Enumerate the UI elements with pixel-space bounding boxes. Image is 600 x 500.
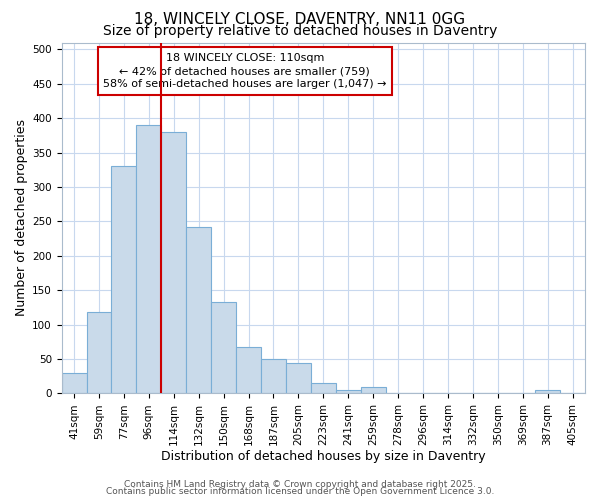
- Text: Contains HM Land Registry data © Crown copyright and database right 2025.: Contains HM Land Registry data © Crown c…: [124, 480, 476, 489]
- Bar: [311, 383, 336, 394]
- Bar: [261, 359, 286, 394]
- Bar: [211, 302, 236, 394]
- Bar: [86, 312, 112, 394]
- Y-axis label: Number of detached properties: Number of detached properties: [15, 120, 28, 316]
- Bar: [136, 125, 161, 394]
- X-axis label: Distribution of detached houses by size in Daventry: Distribution of detached houses by size …: [161, 450, 485, 462]
- Text: 18, WINCELY CLOSE, DAVENTRY, NN11 0GG: 18, WINCELY CLOSE, DAVENTRY, NN11 0GG: [134, 12, 466, 28]
- Bar: [161, 132, 186, 394]
- Text: Contains public sector information licensed under the Open Government Licence 3.: Contains public sector information licen…: [106, 487, 494, 496]
- Bar: [186, 227, 211, 394]
- Bar: [236, 346, 261, 394]
- Text: 18 WINCELY CLOSE: 110sqm
← 42% of detached houses are smaller (759)
58% of semi-: 18 WINCELY CLOSE: 110sqm ← 42% of detach…: [103, 53, 386, 90]
- Bar: [336, 390, 361, 394]
- Bar: [535, 390, 560, 394]
- Bar: [62, 373, 86, 394]
- Bar: [361, 386, 386, 394]
- Bar: [286, 362, 311, 394]
- Text: Size of property relative to detached houses in Daventry: Size of property relative to detached ho…: [103, 24, 497, 38]
- Bar: [112, 166, 136, 394]
